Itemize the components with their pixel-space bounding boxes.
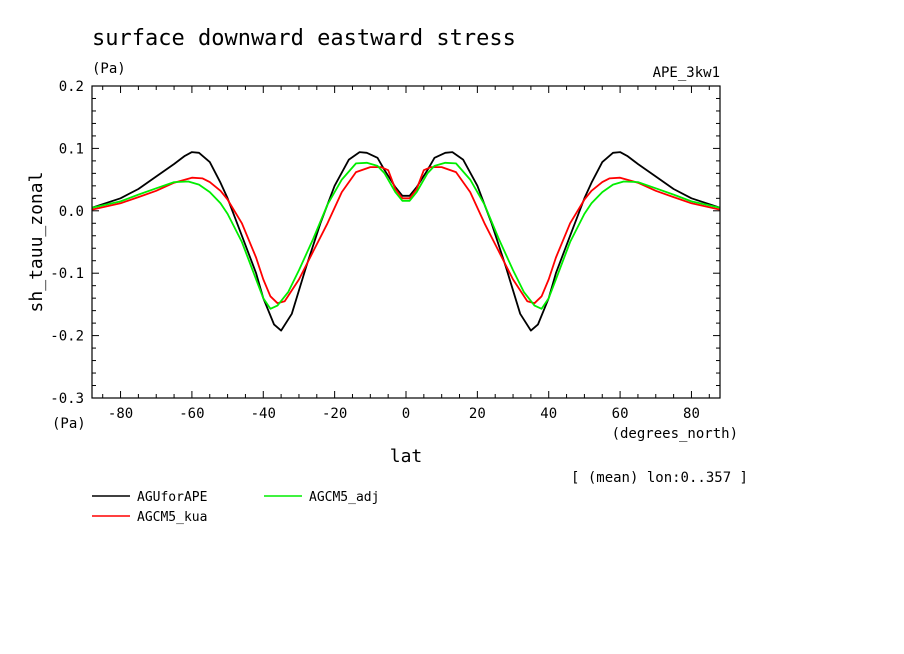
y-tick-label: -0.2 [50,329,84,345]
x-tick-label: 80 [683,406,700,422]
title-units: (Pa) [92,61,126,77]
x-units-label: (degrees_north) [612,426,738,442]
run-label: APE_3kw1 [653,65,720,81]
x-tick-label: 60 [612,406,629,422]
y-tick-label: -0.1 [50,266,84,282]
legend: AGUforAPE AGCM5_kua AGCM5_adj [92,490,379,525]
x-tick-label: 0 [402,406,410,422]
y-tick-label: 0.2 [59,79,84,95]
legend-label-agufor-ape: AGUforAPE [137,490,207,505]
x-axis-label: lat [390,446,423,467]
legend-label-agcm5-adj: AGCM5_adj [309,490,379,505]
x-tick-label: 40 [540,406,557,422]
x-tick-label: -20 [322,406,347,422]
series-line-2 [91,161,721,310]
legend-label-agcm5-kua: AGCM5_kua [137,510,207,525]
plot-lines [91,151,721,332]
y-tick-label: 0.0 [59,204,84,220]
x-tick-label: -80 [108,406,133,422]
axis-ticks: -80 -60 -40 -20 0 20 40 60 80 0.2 0.1 0.0 -0.1 -0.2 -0… [50,79,720,422]
x-tick-label: 20 [469,406,486,422]
x-tick-label: -60 [179,406,204,422]
plot-frame [91,85,721,399]
y-axis-label: sh_tauu_zonal [26,172,47,313]
y-tick-label: 0.1 [59,141,84,157]
x-tick-label: -40 [251,406,276,422]
mean-note: [ (mean) lon:0..357 ] [571,470,748,486]
y-units-label: (Pa) [52,416,86,432]
chart-title: surface downward eastward stress [92,26,516,51]
y-tick-label: -0.3 [50,391,84,407]
series-line-0 [91,151,721,332]
series-line-1 [91,166,721,305]
